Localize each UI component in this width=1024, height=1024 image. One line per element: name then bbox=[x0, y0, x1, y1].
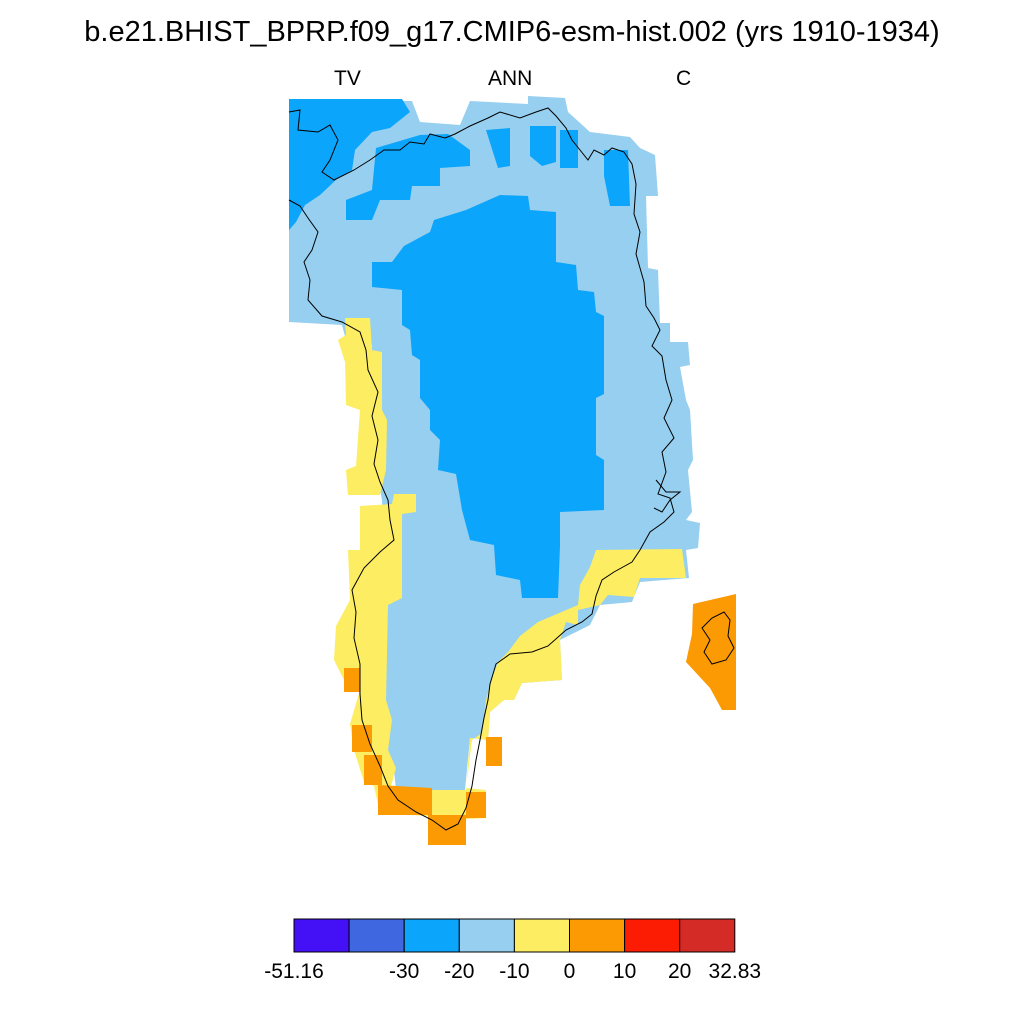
north-coast-region bbox=[486, 128, 510, 168]
southern-tip-region bbox=[364, 755, 382, 785]
colorbar-tick-label: 0 bbox=[563, 960, 576, 983]
colorbar-tick-label: -20 bbox=[444, 960, 475, 983]
north-coast-region bbox=[604, 150, 630, 206]
southern-tip-region bbox=[344, 668, 360, 692]
southern-tip-region bbox=[486, 737, 502, 766]
southern-tip-region bbox=[466, 792, 486, 818]
iceland-region bbox=[686, 594, 736, 710]
colorbar-tick-label: -10 bbox=[499, 960, 530, 983]
north-coast-region bbox=[560, 130, 578, 168]
units-label: C bbox=[676, 67, 692, 90]
colorbar-box-4 bbox=[513, 918, 571, 953]
colorbar-box-0 bbox=[293, 918, 350, 953]
north-coast-region bbox=[530, 126, 556, 166]
season-label: ANN bbox=[488, 67, 533, 90]
west-coast-region bbox=[338, 318, 387, 495]
ice-sheet-interior bbox=[372, 195, 604, 598]
colorbar-box-6 bbox=[624, 918, 681, 953]
colorbar-box-7 bbox=[679, 918, 736, 953]
colorbar-box-1 bbox=[348, 918, 405, 953]
colorbar-tick-label: -30 bbox=[389, 960, 420, 983]
southern-tip-region bbox=[352, 725, 372, 752]
colorbar-tick-label: 32.83 bbox=[708, 960, 762, 983]
colorbar-tick-label: -51.16 bbox=[264, 960, 324, 983]
colorbar-box-3 bbox=[458, 918, 515, 953]
chart-title: b.e21.BHIST_BPRP.f09_g17.CMIP6-esm-hist.… bbox=[84, 16, 940, 48]
coastline bbox=[288, 107, 735, 831]
colorbar-box-2 bbox=[403, 918, 460, 953]
colorbar-tick-label: 20 bbox=[668, 960, 692, 983]
variable-label: TV bbox=[334, 67, 361, 90]
colorbar-box-5 bbox=[569, 918, 626, 953]
colorbar-tick-label: 10 bbox=[612, 960, 637, 983]
south-coast-region bbox=[334, 494, 686, 820]
